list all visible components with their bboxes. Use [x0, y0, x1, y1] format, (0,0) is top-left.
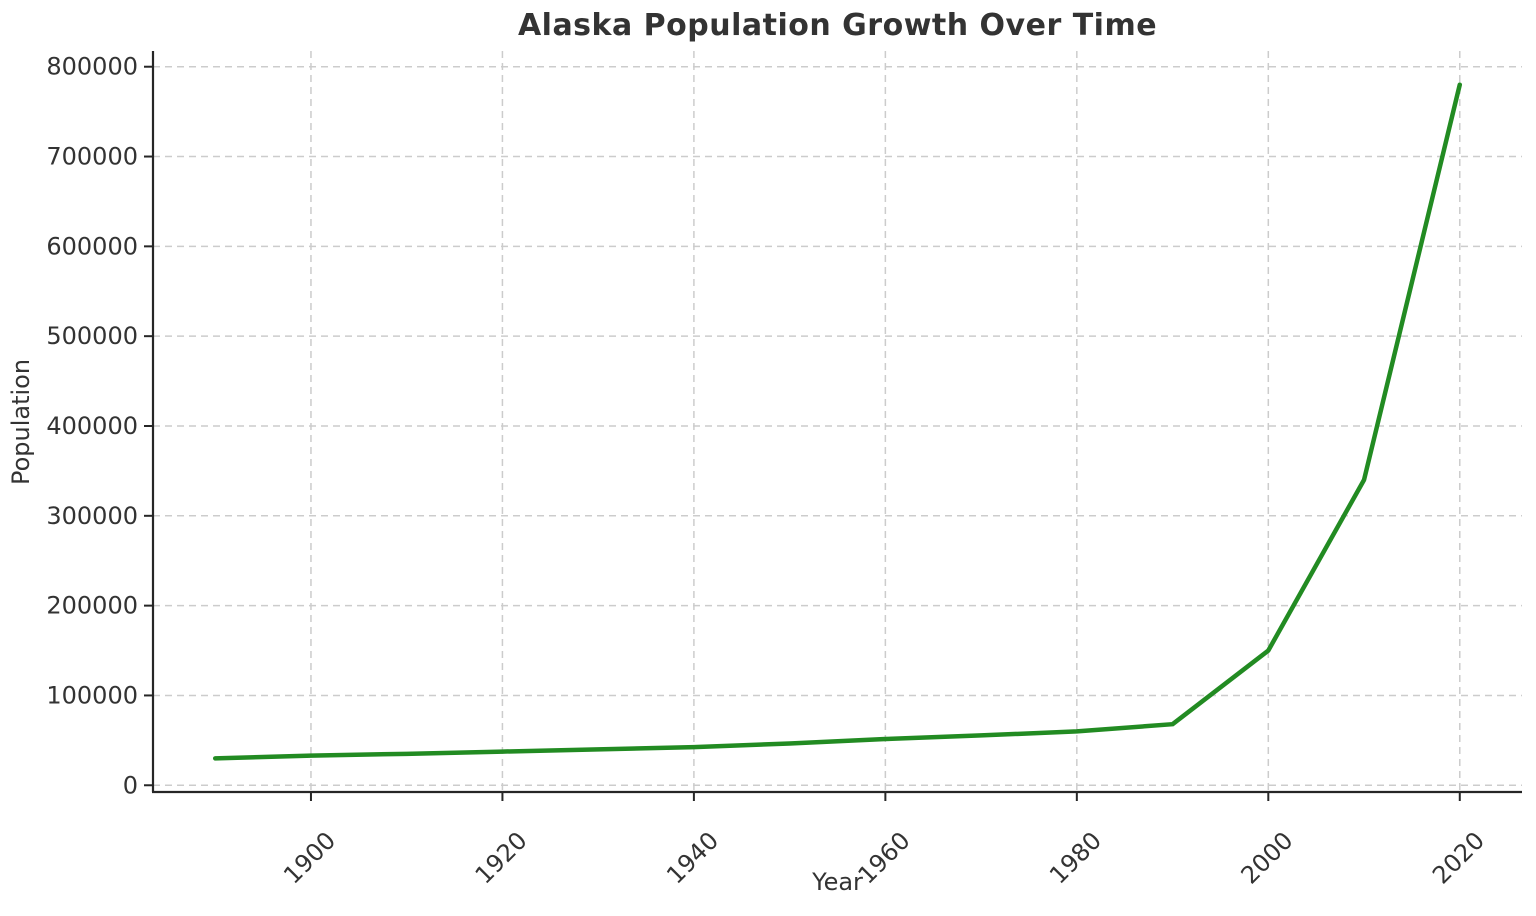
y-tick-label: 700000 — [46, 143, 138, 171]
y-tick-label: 800000 — [46, 53, 138, 81]
x-tick-label: 2000 — [1236, 826, 1299, 889]
y-tick-label: 500000 — [46, 322, 138, 350]
x-tick-label: 1960 — [853, 826, 916, 889]
y-tick-label: 100000 — [46, 681, 138, 709]
y-tick-label: 300000 — [46, 502, 138, 530]
chart-title: Alaska Population Growth Over Time — [517, 8, 1158, 43]
y-tick-label: 0 — [123, 771, 138, 799]
y-tick-label: 200000 — [46, 592, 138, 620]
y-tick-label: 400000 — [46, 412, 138, 440]
population-line — [212, 82, 1463, 761]
y-tick-label: 600000 — [46, 232, 138, 260]
x-tick-label: 2020 — [1427, 826, 1490, 889]
x-tick-label: 1980 — [1044, 826, 1107, 889]
x-tick-label: 1900 — [278, 826, 341, 889]
x-tick-label: 1920 — [470, 826, 533, 889]
x-tick-label: 1940 — [661, 826, 724, 889]
x-axis-label: Year — [812, 868, 863, 896]
